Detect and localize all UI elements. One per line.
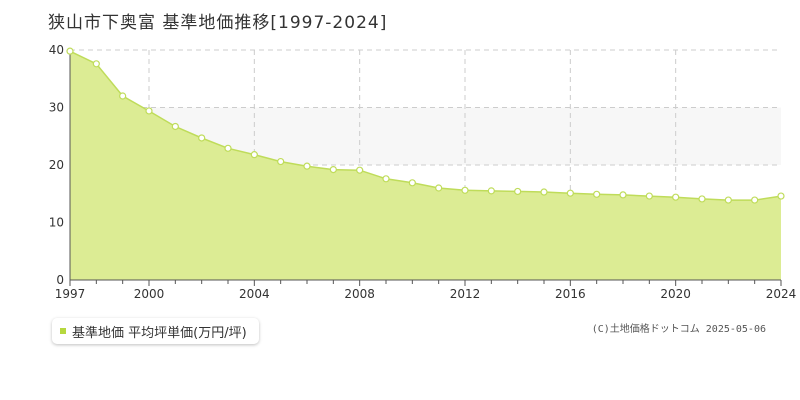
x-tick-label: 2020 bbox=[660, 287, 691, 301]
data-point bbox=[593, 190, 601, 198]
data-point bbox=[92, 60, 100, 68]
data-point bbox=[672, 193, 680, 201]
point-layer bbox=[66, 47, 785, 204]
tick-label-layer: 0 10 20 30 40 1997 2000 2004 2008 2012 2016 2020 202… bbox=[49, 43, 797, 301]
data-point bbox=[119, 92, 127, 100]
series-area bbox=[70, 51, 781, 281]
copyright-text: (C)土地価格ドットコム 2025-05-06 bbox=[591, 324, 766, 335]
data-point bbox=[751, 196, 759, 204]
x-tick-label: 2012 bbox=[450, 287, 481, 301]
data-point bbox=[303, 162, 311, 170]
x-tick-label: 1997 bbox=[55, 287, 86, 301]
data-point bbox=[145, 107, 153, 115]
y-tick-label: 40 bbox=[49, 43, 64, 57]
x-tick-label: 2000 bbox=[134, 287, 165, 301]
series-line bbox=[69, 50, 782, 201]
data-point bbox=[619, 191, 627, 199]
data-point bbox=[540, 188, 548, 196]
data-point bbox=[487, 187, 495, 195]
data-point bbox=[277, 157, 285, 166]
legend-label: 基準地価 平均坪単価(万円/坪) bbox=[72, 325, 247, 341]
data-point bbox=[66, 47, 74, 55]
data-point bbox=[382, 175, 390, 183]
data-point bbox=[250, 151, 258, 159]
y-tick-label: 10 bbox=[49, 216, 64, 230]
legend: 基準地価 平均坪単価(万円/坪) bbox=[52, 318, 259, 344]
y-tick-label: 30 bbox=[49, 101, 64, 115]
data-point bbox=[329, 166, 337, 174]
y-tick-label: 0 bbox=[56, 273, 64, 287]
x-tick-label: 2008 bbox=[344, 287, 375, 301]
data-point bbox=[461, 186, 469, 194]
axis-layer bbox=[69, 50, 782, 286]
data-point bbox=[408, 179, 416, 187]
data-point bbox=[435, 184, 443, 192]
chart-title: 狭山市下奥富 基準地価推移[1997-2024] bbox=[48, 13, 388, 33]
data-point bbox=[698, 195, 706, 203]
legend-swatch bbox=[60, 328, 66, 334]
y-tick-label: 20 bbox=[49, 158, 64, 172]
x-tick-label: 2024 bbox=[766, 287, 797, 301]
data-point bbox=[171, 122, 179, 131]
data-point bbox=[514, 187, 522, 196]
data-point bbox=[566, 189, 574, 197]
x-tick-label: 2016 bbox=[555, 287, 586, 301]
data-point bbox=[224, 144, 232, 152]
area-layer bbox=[69, 50, 782, 281]
data-point bbox=[724, 196, 732, 204]
x-tick-label: 2004 bbox=[239, 287, 270, 301]
data-point bbox=[198, 134, 206, 142]
data-point bbox=[356, 166, 364, 174]
data-point bbox=[645, 192, 653, 200]
data-point bbox=[777, 192, 785, 200]
